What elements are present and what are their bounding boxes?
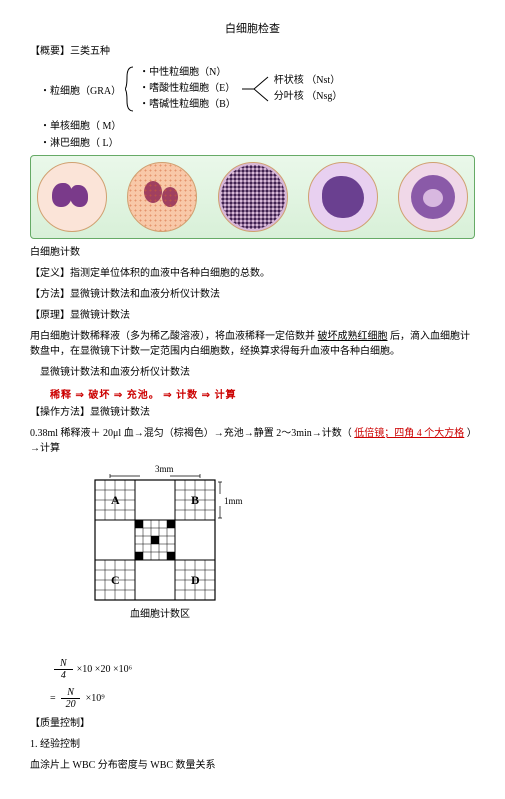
- overview-label: 【概要】三类五种: [30, 44, 475, 59]
- arrow-icon: ⇒: [76, 390, 85, 401]
- fraction: N 20: [60, 687, 82, 710]
- step: 充池。: [127, 390, 160, 401]
- label-d: D: [191, 573, 200, 587]
- steps-flow: 稀释 ⇒ 破坏 ⇒ 充池。 ⇒ 计数 ⇒ 计算: [50, 386, 475, 401]
- principle: 【原理】显微镜计数法: [30, 308, 475, 323]
- tree-child: ・嗜酸性粒细胞（E）: [139, 81, 236, 97]
- label-c: C: [111, 573, 120, 587]
- lymphocyte-image: [398, 162, 468, 232]
- operate-label: 【操作方法】显微镜计数法: [30, 405, 475, 420]
- text: 0.38ml 稀释液＋ 20μl 血→混匀（棕褐色）→充池→静置 2～3min→…: [30, 428, 352, 439]
- label-a: A: [111, 493, 120, 507]
- numerator: N: [61, 687, 80, 699]
- underlined-red-text: 低倍镜；四角 4 个大方格: [354, 428, 464, 439]
- definition: 【定义】指测定单位体积的血液中各种白细胞的总数。: [30, 266, 475, 281]
- numerator: N: [54, 658, 73, 670]
- branch-icon: [240, 71, 270, 107]
- two-methods: 显微镜计数法和血液分析仪计数法: [40, 365, 475, 380]
- tree-child: ・中性粒细胞（N）: [139, 65, 236, 81]
- count-heading: 白细胞计数: [30, 245, 475, 260]
- arrow-icon: ⇒: [202, 390, 211, 401]
- monocyte-image: [308, 162, 378, 232]
- page-title: 白细胞检查: [30, 20, 475, 36]
- tree-right-item: 分叶核 （Nsg）: [274, 89, 343, 105]
- neutrophil-image: [37, 162, 107, 232]
- qc-label: 【质量控制】: [30, 716, 475, 731]
- step: 稀释: [50, 390, 72, 401]
- formula-rest: ×10⁹: [86, 693, 105, 704]
- lymphocyte-item: ・淋巴细胞（ L）: [40, 134, 475, 149]
- right-label: 1mm: [224, 496, 243, 506]
- basophil-image: [218, 162, 288, 232]
- root-granulocyte: ・粒细胞（GRA）: [40, 82, 121, 97]
- tree-right-item: 杆状核 （Nst）: [274, 73, 343, 89]
- formula-1: N 4 ×10 ×20 ×10⁶: [50, 658, 475, 681]
- step: 计算: [215, 390, 237, 401]
- denominator: 20: [60, 699, 82, 710]
- step: 破坏: [88, 390, 110, 401]
- denominator: 4: [55, 670, 72, 681]
- counting-grid-diagram: 3mm: [80, 462, 250, 652]
- arrow-icon: ⇒: [114, 390, 123, 401]
- principle-body: 用白细胞计数稀释液（多为稀乙酸溶液），将血液稀释一定倍数并 破坏成熟红细胞 后，…: [30, 329, 475, 359]
- equals: =: [50, 693, 56, 704]
- classification-tree: ・粒细胞（GRA） ・中性粒细胞（N） ・嗜酸性粒细胞（E） ・嗜碱性粒细胞（B…: [40, 65, 475, 113]
- operate-body: 0.38ml 稀释液＋ 20μl 血→混匀（棕褐色）→充池→静置 2～3min→…: [30, 426, 475, 456]
- cell-images-panel: [30, 155, 475, 239]
- grid-svg: 3mm: [80, 462, 250, 652]
- step: 计数: [176, 390, 198, 401]
- fraction: N 4: [54, 658, 73, 681]
- formula-2: = N 20 ×10⁹: [50, 687, 475, 710]
- label-b: B: [191, 493, 199, 507]
- brace-left-icon: [125, 65, 135, 113]
- qc-body: 血涂片上 WBC 分布密度与 WBC 数量关系: [30, 758, 475, 773]
- eosinophil-image: [127, 162, 197, 232]
- monocyte-item: ・单核细胞（ M）: [40, 117, 475, 132]
- arrow-icon: ⇒: [163, 390, 172, 401]
- formula-rest: ×10 ×20 ×10⁶: [77, 664, 132, 675]
- qc-item-1: 1. 经验控制: [30, 737, 475, 752]
- text: 用白细胞计数稀释液（多为稀乙酸溶液），将血液稀释一定倍数并: [30, 331, 315, 342]
- tree-child: ・嗜碱性粒细胞（B）: [139, 97, 236, 113]
- top-label: 3mm: [155, 464, 174, 474]
- underlined-text: 破坏成熟红细胞: [318, 331, 388, 342]
- method: 【方法】显微镜计数法和血液分析仪计数法: [30, 287, 475, 302]
- grid-caption: 血细胞计数区: [130, 607, 190, 620]
